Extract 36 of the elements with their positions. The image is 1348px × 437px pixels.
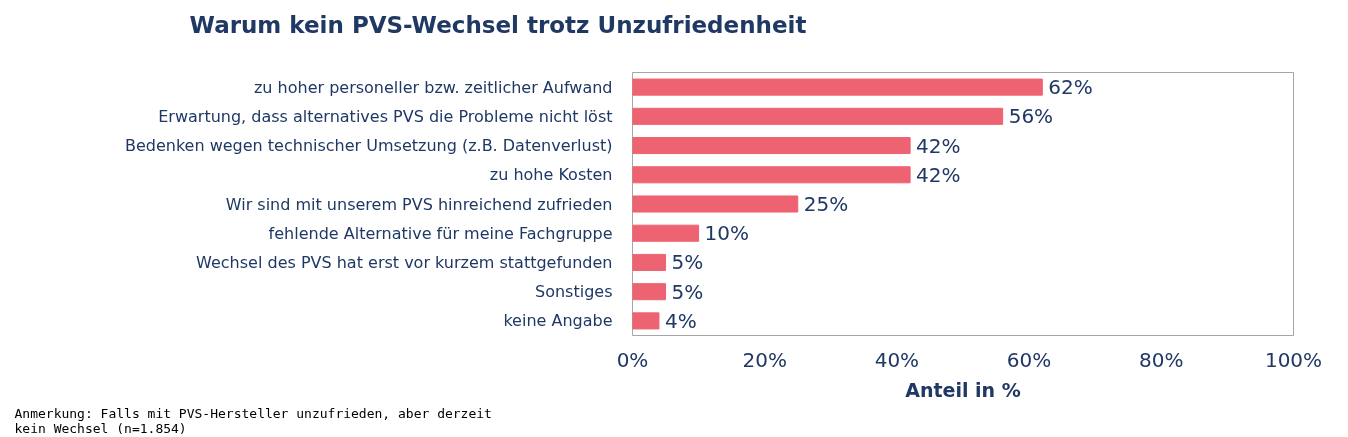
x-tick-label: 40% bbox=[874, 347, 920, 372]
chart-title: Warum kein PVS-Wechsel trotz Unzufriedenheit bbox=[189, 11, 807, 40]
bar bbox=[632, 166, 911, 184]
y-tick-label: Wechsel des PVS hat erst vor kurzem stattgefunden bbox=[196, 252, 613, 272]
bar bbox=[632, 78, 1043, 96]
y-tick-label: Bedenken wegen technischer Umsetzung (z.B. Datenverlust) bbox=[124, 136, 613, 156]
x-tick-label: 80% bbox=[1139, 347, 1184, 372]
data-label: 5% bbox=[671, 250, 704, 275]
x-tick-label: 60% bbox=[1006, 347, 1052, 372]
data-label: 25% bbox=[803, 192, 849, 216]
bar bbox=[632, 312, 660, 330]
y-tick-label: zu hohe Kosten bbox=[489, 165, 613, 185]
x-tick-label: 0% bbox=[616, 347, 649, 372]
data-label: 62% bbox=[1048, 75, 1093, 100]
bar bbox=[632, 137, 911, 155]
y-tick-label: Erwartung, dass alternatives PVS die Probleme nicht löst bbox=[158, 106, 613, 126]
bar bbox=[632, 107, 1004, 125]
y-tick-label: Sonstiges bbox=[535, 282, 613, 302]
x-axis-title: Anteil in % bbox=[905, 378, 1021, 401]
text: Anmerkung: Falls mit PVS-Hersteller unzufrieden, aber derzeit kein Wechsel (n=1.854) bbox=[14, 405, 492, 436]
bar bbox=[632, 283, 667, 301]
data-label: 4% bbox=[664, 308, 697, 333]
x-tick-label: 100% bbox=[1264, 347, 1323, 372]
data-label: 56% bbox=[1008, 104, 1054, 129]
data-label: 42% bbox=[916, 133, 961, 158]
data-label: 10% bbox=[704, 221, 750, 246]
data-label: 42% bbox=[916, 162, 961, 187]
y-tick-label: fehlende Alternative für meine Fachgruppe bbox=[268, 223, 613, 243]
y-tick-label: keine Angabe bbox=[503, 311, 613, 331]
bar bbox=[632, 195, 799, 213]
y-tick-label: Wir sind mit unserem PVS hinreichend zufrieden bbox=[225, 194, 613, 214]
x-tick-label: 20% bbox=[742, 347, 787, 372]
bar bbox=[632, 224, 700, 242]
y-tick-label: zu hoher personeller bzw. zeitlicher Aufwand bbox=[253, 77, 613, 97]
bar bbox=[632, 253, 667, 271]
data-label: 5% bbox=[671, 279, 704, 304]
